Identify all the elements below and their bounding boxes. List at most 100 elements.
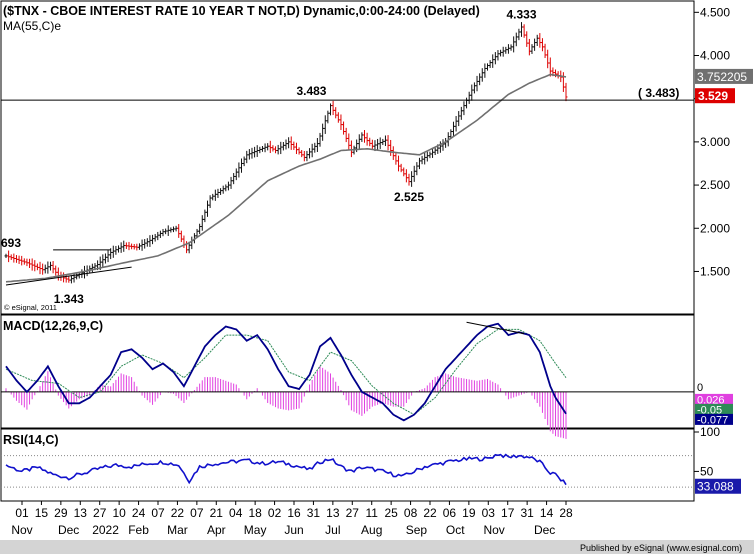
x-month-label: Dec	[58, 523, 79, 537]
price-bar	[313, 142, 317, 153]
price-bar	[538, 33, 542, 48]
footer-bar	[0, 540, 754, 554]
price-bar	[137, 243, 141, 250]
rsi-value-box	[695, 478, 741, 494]
price-bar	[512, 36, 516, 53]
price-bar	[114, 245, 118, 255]
rsi-value-label: 33.088	[697, 480, 734, 494]
price-bar	[451, 121, 455, 137]
price-bar	[480, 68, 484, 82]
price-bar	[506, 44, 510, 54]
price-bar	[25, 258, 29, 267]
price-bar	[205, 200, 209, 217]
price-bar	[260, 146, 264, 152]
ma-legend: MA(55,C)e	[3, 19, 61, 33]
price-bar	[247, 149, 251, 160]
x-month-label: Mar	[167, 523, 188, 537]
macd-value-box	[695, 393, 733, 405]
x-day-label: 31	[520, 506, 534, 520]
price-bar	[349, 140, 353, 158]
x-day-label: 16	[287, 506, 301, 520]
price-bar	[103, 253, 107, 264]
price-annotation: 693	[1, 236, 21, 250]
macd-value-box	[695, 403, 733, 415]
macd-signal-line	[5, 328, 567, 416]
price-bar	[289, 136, 293, 150]
x-month-label: Apr	[207, 523, 226, 537]
x-day-label: 06	[443, 506, 457, 520]
price-y-tick-label: 2.500	[700, 178, 730, 192]
price-bar	[287, 137, 291, 149]
price-bar	[465, 97, 469, 109]
price-bar	[190, 236, 194, 250]
price-bar	[232, 173, 236, 185]
price-bar	[130, 243, 134, 250]
price-bar	[342, 121, 346, 135]
price-bar	[336, 112, 340, 123]
rsi-y-tick-label: 100	[700, 425, 720, 439]
price-bar	[308, 148, 312, 159]
price-bar	[48, 261, 52, 271]
price-y-tick-label: 4.000	[700, 49, 730, 63]
rsi-line	[5, 453, 567, 486]
price-bar	[441, 139, 445, 151]
price-bar	[378, 137, 382, 149]
price-bar	[344, 127, 348, 143]
rsi-panel-frame	[0, 428, 695, 502]
price-bar	[213, 189, 217, 201]
price-bar	[475, 75, 479, 92]
price-bar	[402, 167, 406, 177]
ma-55-line	[5, 73, 567, 283]
price-bar	[41, 263, 45, 275]
price-bar	[224, 184, 228, 192]
price-bar	[242, 156, 246, 167]
macd-value-label: -0.05	[697, 404, 722, 416]
price-bar	[522, 24, 526, 38]
x-day-label: 03	[482, 506, 496, 520]
price-y-tick-label: 1.500	[700, 264, 730, 278]
price-bar	[171, 226, 175, 233]
price-bar	[38, 261, 42, 275]
price-bar	[67, 276, 71, 283]
price-bar	[438, 141, 442, 153]
price-panel: ( 3.483) 4.333 3.483 2.525 1.343 693	[1, 8, 694, 306]
price-bar	[43, 264, 47, 274]
x-day-label: 08	[404, 506, 418, 520]
macd-panel	[1, 321, 694, 439]
x-day-label: 28	[559, 506, 573, 520]
price-bar	[546, 49, 550, 69]
price-bar	[292, 141, 296, 150]
price-bar	[153, 233, 157, 242]
x-day-label: 17	[501, 506, 515, 520]
price-bar	[302, 150, 306, 162]
price-bar	[276, 144, 280, 155]
price-bar	[376, 138, 380, 150]
price-bar	[266, 143, 270, 151]
price-bar	[69, 275, 73, 284]
x-month-label: 2022	[92, 523, 119, 537]
x-day-label: 22	[171, 506, 185, 520]
last-price-box	[695, 88, 735, 104]
price-bar	[234, 168, 238, 181]
price-bar	[140, 239, 144, 251]
price-bar	[368, 137, 372, 147]
price-bar	[54, 265, 58, 276]
rsi-legend: RSI(14,C)	[3, 433, 59, 447]
price-bar	[433, 147, 437, 156]
price-bar	[161, 228, 165, 237]
x-day-label: 01	[15, 506, 29, 520]
price-bar	[428, 151, 432, 159]
price-bar	[198, 223, 202, 235]
price-bar	[321, 123, 325, 141]
price-bar	[525, 31, 529, 47]
x-month-label: Dec	[534, 523, 555, 537]
price-bar	[51, 261, 55, 274]
price-bar	[407, 173, 411, 186]
price-bar	[268, 140, 272, 154]
price-bar	[363, 130, 367, 143]
price-y-tick-label: 4.500	[700, 5, 730, 19]
price-bar	[423, 152, 427, 165]
price-bar	[499, 49, 503, 57]
trendline	[5, 266, 132, 286]
